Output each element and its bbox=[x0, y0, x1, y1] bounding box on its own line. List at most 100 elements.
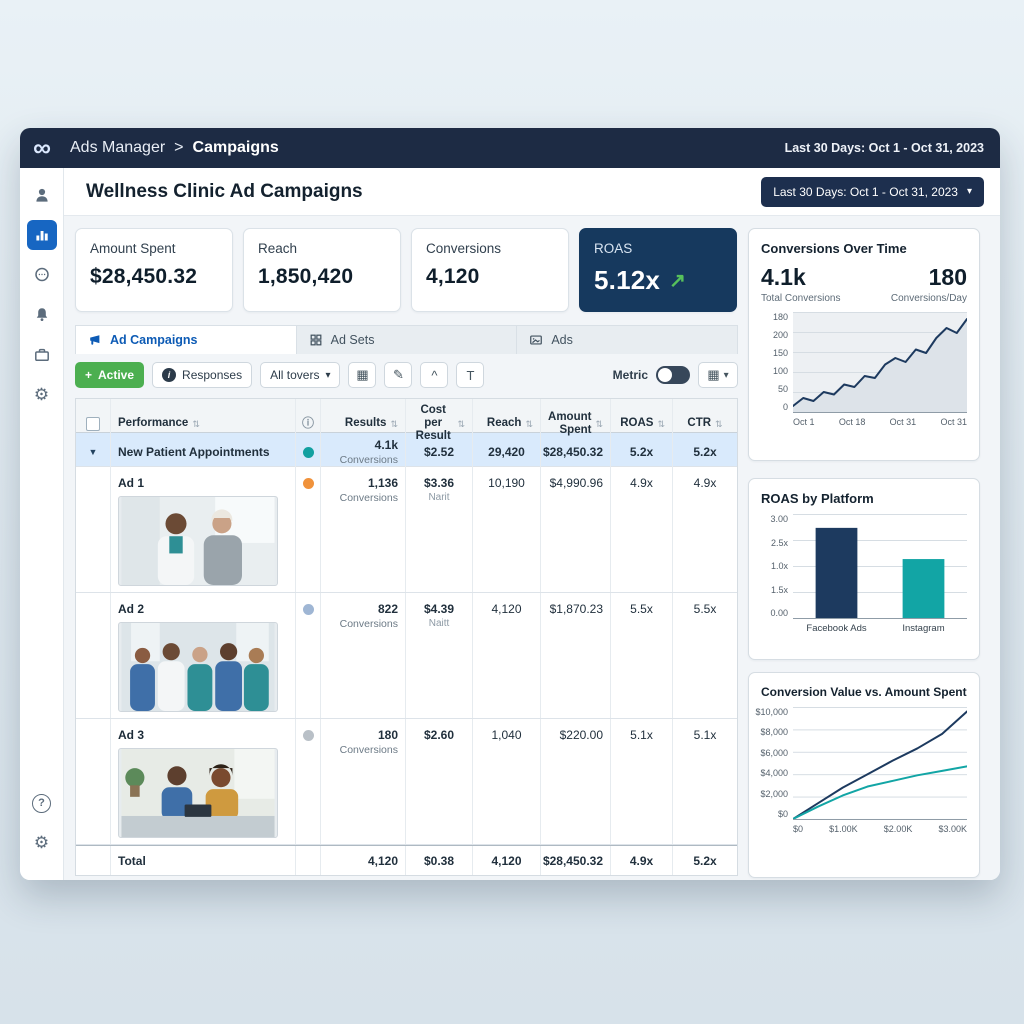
metric-label: Metric bbox=[612, 368, 648, 382]
ad-row[interactable]: Ad 3 bbox=[76, 719, 737, 845]
megaphone-icon bbox=[90, 335, 100, 345]
reach-value: 29,420 bbox=[488, 445, 525, 459]
ad-thumbnail-image bbox=[121, 749, 275, 837]
column-label: Performance bbox=[118, 417, 189, 430]
x-axis-labels: Oct 1 Oct 18 Oct 31 Oct 31 bbox=[793, 417, 967, 427]
sidebar-item-notifications[interactable] bbox=[27, 300, 57, 330]
campaigns-table: Performance ⇅ ⓘ Results ⇅ Cost per Resul… bbox=[75, 398, 738, 876]
expand-row-icon[interactable]: ▼ bbox=[88, 447, 98, 457]
sidebar-item-messages[interactable] bbox=[27, 260, 57, 290]
column-header-ctr[interactable]: CTR ⇅ bbox=[673, 399, 737, 449]
tab-label: Ad Campaigns bbox=[110, 333, 198, 347]
results-value: 4.1k bbox=[374, 438, 398, 452]
ctr-value: 4.9x bbox=[693, 476, 717, 490]
kpi-roas: ROAS 5.12x ↗ bbox=[579, 228, 737, 312]
sidebar-item-business[interactable] bbox=[27, 340, 57, 370]
breadcrumb-app[interactable]: Ads Manager bbox=[70, 139, 166, 156]
responses-button[interactable]: i Responses bbox=[152, 362, 253, 388]
total-spent: $28,450.32 bbox=[542, 853, 603, 868]
cost-per-result: $2.60 bbox=[423, 728, 455, 742]
ad-name[interactable]: Ad 2 bbox=[118, 602, 145, 616]
roas-by-platform-panel: ROAS by Platform 3.00 2.5x 1.0x 1.5x 0.00 … bbox=[748, 478, 980, 660]
grid-icon: ▦ bbox=[707, 367, 720, 382]
conversion-value-vs-spent-panel: Conversion Value vs. Amount Spent $10,00… bbox=[748, 672, 980, 878]
ctr-value: 5.2x bbox=[693, 445, 717, 459]
breadcrumb-separator: > bbox=[174, 139, 184, 156]
sort-icon: ⇅ bbox=[595, 418, 603, 429]
results-value: 1,136 bbox=[367, 476, 398, 490]
trend-up-icon: ↗ bbox=[669, 270, 687, 292]
column-header-cost[interactable]: Cost per Result ⇅ bbox=[406, 399, 473, 449]
edit-button[interactable]: ✎ bbox=[384, 362, 413, 388]
results-unit: Conversions bbox=[339, 454, 398, 466]
bell-icon bbox=[36, 308, 47, 321]
date-range-button[interactable]: Last 30 Days: Oct 1 - Oct 31, 2023 ▾ bbox=[761, 176, 984, 207]
panel-title: ROAS by Platform bbox=[761, 491, 874, 506]
tab-ads[interactable]: Ads bbox=[517, 326, 737, 354]
sidebar: ⚙ ? ⚙ bbox=[20, 168, 64, 880]
ad-name[interactable]: Ad 1 bbox=[118, 476, 145, 490]
columns-dropdown-button[interactable]: ▦ ▾ bbox=[698, 362, 738, 388]
sidebar-item-analytics[interactable] bbox=[26, 220, 57, 250]
roas-value: 4.9x bbox=[630, 476, 653, 490]
ad-thumbnail bbox=[118, 622, 278, 712]
sort-icon: ⇅ bbox=[525, 418, 533, 429]
sidebar-item-profile[interactable] bbox=[27, 180, 57, 210]
level-tabs: Ad Campaigns Ad Sets Ads bbox=[75, 325, 738, 354]
total-ctr: 5.2x bbox=[693, 853, 717, 868]
roas-value: 5.2x bbox=[629, 445, 654, 459]
levels-dropdown[interactable]: All tovers ▾ bbox=[260, 362, 341, 388]
sidebar-item-help[interactable]: ? bbox=[27, 788, 57, 818]
ad-thumbnail bbox=[118, 748, 278, 838]
column-header-results[interactable]: Results ⇅ bbox=[321, 399, 406, 449]
column-header-roas[interactable]: ROAS ⇅ bbox=[611, 399, 673, 449]
kpi-label: Reach bbox=[258, 241, 298, 256]
total-results: 4,120 bbox=[367, 853, 398, 868]
meta-logo-icon[interactable]: ∞ bbox=[33, 134, 51, 162]
results-value: 822 bbox=[377, 602, 398, 616]
tab-ad-campaigns[interactable]: Ad Campaigns bbox=[76, 326, 297, 354]
sidebar-item-settings-bottom[interactable]: ⚙ bbox=[27, 828, 57, 858]
gear-icon: ⚙ bbox=[33, 833, 50, 852]
results-unit: Conversions bbox=[339, 492, 398, 504]
calendar-button[interactable]: ▦ bbox=[348, 362, 377, 388]
y-axis-labels: 3.00 2.5x 1.0x 1.5x 0.00 bbox=[770, 514, 788, 618]
help-icon: ? bbox=[32, 793, 51, 813]
table-header-row: Performance ⇅ ⓘ Results ⇅ Cost per Resul… bbox=[76, 399, 737, 449]
caret-up-icon: ^ bbox=[431, 367, 438, 383]
ad-name[interactable]: Ad 3 bbox=[118, 728, 145, 742]
total-cost: $0.38 bbox=[423, 853, 455, 868]
cost-per-result: $3.36 bbox=[423, 476, 455, 490]
column-header-performance[interactable]: Performance ⇅ bbox=[111, 399, 296, 449]
roas-value: 5.5x bbox=[630, 602, 653, 616]
total-conversions-label: Total Conversions bbox=[761, 293, 841, 304]
plus-icon: + bbox=[85, 368, 93, 382]
status-dot bbox=[303, 730, 314, 741]
campaign-row[interactable]: ▼ New Patient Appointments 4.1k Conversi… bbox=[76, 433, 737, 471]
active-filter-button[interactable]: + Active bbox=[75, 362, 145, 388]
column-label: Amount Spent bbox=[548, 410, 592, 436]
campaign-name[interactable]: New Patient Appointments bbox=[118, 445, 270, 459]
ad-row[interactable]: Ad 1 bbox=[76, 467, 737, 593]
column-header-reach[interactable]: Reach ⇅ bbox=[473, 399, 541, 449]
metric-toggle[interactable] bbox=[656, 366, 690, 384]
collapse-button[interactable]: ^ bbox=[420, 362, 449, 388]
spent-value: $220.00 bbox=[559, 728, 603, 742]
sort-icon: ⇅ bbox=[390, 418, 398, 429]
tab-ad-sets[interactable]: Ad Sets bbox=[297, 326, 518, 354]
responses-label: Responses bbox=[182, 368, 243, 382]
tab-label: Ads bbox=[551, 333, 573, 347]
info-icon[interactable]: ⓘ bbox=[302, 415, 315, 430]
text-tool-button[interactable]: T bbox=[456, 362, 485, 388]
column-header-spent[interactable]: Amount Spent ⇅ bbox=[541, 399, 611, 449]
gear-icon: ⚙ bbox=[33, 385, 50, 404]
breadcrumb-current: Campaigns bbox=[192, 139, 279, 156]
select-all-checkbox[interactable] bbox=[86, 416, 100, 431]
breadcrumb: Ads Manager > Campaigns bbox=[70, 139, 279, 157]
ad-row[interactable]: Ad 2 bbox=[76, 593, 737, 719]
sidebar-item-settings[interactable]: ⚙ bbox=[27, 380, 57, 410]
results-unit: Conversions bbox=[339, 744, 398, 756]
results-unit: Conversions bbox=[339, 618, 398, 630]
spent-value: $28,450.32 bbox=[542, 445, 603, 459]
profile-icon bbox=[35, 188, 48, 202]
